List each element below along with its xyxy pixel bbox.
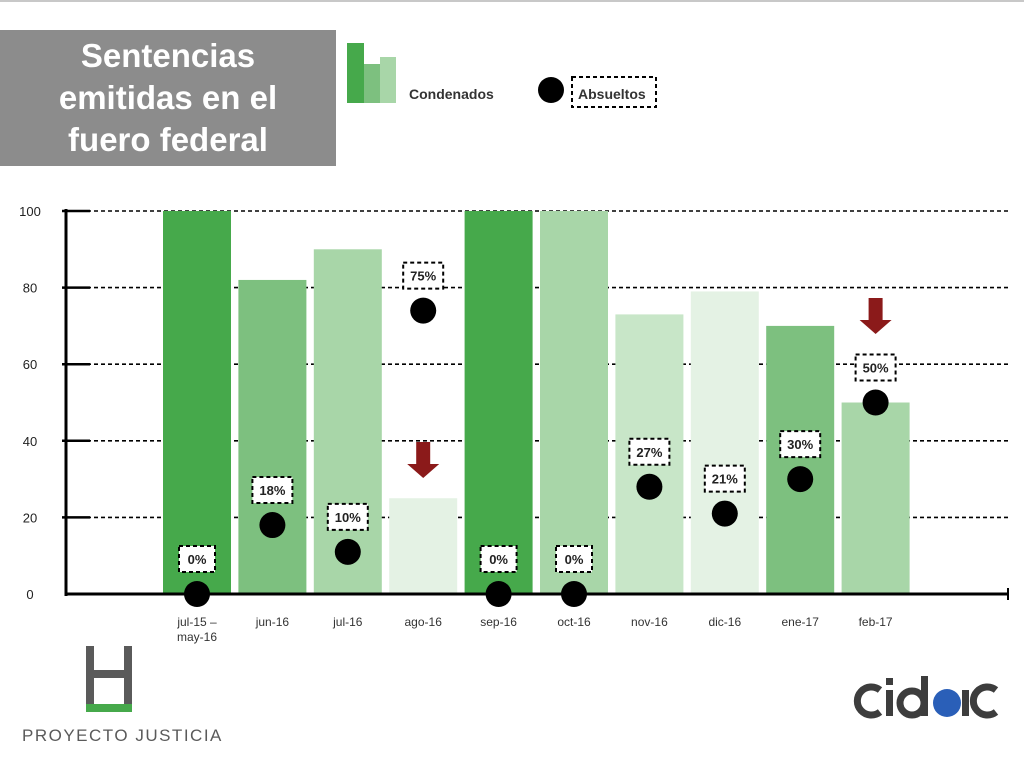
cidac-logo: [853, 676, 999, 719]
y-tick-label: 60: [23, 357, 37, 372]
legend-bar-light: [380, 57, 396, 103]
cidac-c2: [969, 683, 999, 719]
point-absueltos: [636, 473, 663, 500]
absueltos-labels: 0% 18% 10% 75% 0% 0% 27% 21% 30% 50%: [178, 261, 897, 573]
point-label-box: [251, 476, 294, 505]
x-tick-label: oct-16: [557, 615, 591, 629]
bars: [163, 211, 910, 595]
point-label: 0%: [565, 552, 584, 567]
chart-title: Sentencias emitidas en el fuero federal: [58, 37, 278, 158]
point-absueltos: [410, 297, 437, 324]
bar-condenados: [690, 291, 759, 594]
bar-condenados: [464, 211, 533, 594]
cidac-a-dot: [933, 689, 961, 717]
top-border-line: [0, 0, 1024, 2]
y-tick-label: 40: [23, 434, 37, 449]
bar-condenados: [163, 211, 231, 594]
legend: Condenados Absueltos: [347, 43, 657, 108]
cidac-d-stem: [921, 676, 928, 716]
point-absueltos: [334, 538, 361, 565]
y-tick-label: 100: [19, 204, 41, 219]
point-label-box: [326, 502, 369, 531]
cidac-i-stem: [886, 690, 893, 716]
legend-label-box: [571, 76, 657, 108]
cidac-i-dot: [886, 678, 893, 685]
point-absueltos: [862, 389, 889, 416]
axes: [64, 209, 1009, 600]
legend-label-condenados: Condenados: [409, 86, 494, 102]
proyecto-justicia-logo: [86, 646, 132, 712]
logo-pj-left-bar: [86, 646, 94, 712]
logo-pj-right-bar: [124, 646, 132, 712]
cidac-c1: [853, 683, 883, 719]
x-tick-label: jun-16: [255, 615, 290, 629]
x-tick-label: ene-17: [782, 615, 820, 629]
x-tick-label: nov-16: [631, 615, 668, 629]
x-tick-label: ago-16: [405, 615, 443, 629]
bar-condenados: [540, 211, 608, 594]
point-label-box: [555, 545, 593, 573]
y-tick-label: 20: [23, 510, 37, 525]
point-label: 18%: [259, 483, 285, 498]
point-absueltos: [259, 512, 286, 539]
logo-pj-base-bar: [86, 704, 132, 712]
bar-condenados: [313, 249, 382, 595]
y-tick-label: 80: [23, 281, 37, 296]
point-label-box: [178, 545, 216, 573]
bar-condenados: [389, 498, 458, 594]
x-tick-label: sep-16: [480, 615, 517, 629]
point-label-box: [854, 353, 897, 382]
point-absueltos: [485, 581, 512, 607]
x-tick-label: dic-16: [708, 615, 741, 629]
x-tick-label: feb-17: [859, 615, 893, 629]
x-tick-label: jul-15 – may-16: [176, 615, 217, 644]
x-tick-labels: jul-15 – may-16 jun-16 jul-16 ago-16 sep-16 oc…: [176, 615, 893, 644]
legend-point-absueltos: [538, 77, 564, 103]
bar-condenados: [238, 279, 307, 594]
point-label-box: [479, 545, 518, 573]
y-tick-label: 0: [26, 587, 33, 602]
x-tick-label: jul-16: [332, 615, 363, 629]
title-box: Sentencias emitidas en el fuero federal: [0, 30, 336, 166]
point-label: 75%: [410, 269, 436, 284]
point-label: 21%: [712, 472, 738, 487]
point-label-box: [402, 261, 445, 290]
cidac-a-stem: [962, 690, 969, 716]
point-absueltos: [787, 466, 814, 493]
cidac-d-bowl: [896, 687, 928, 719]
legend-label-absueltos: Absueltos: [578, 86, 646, 102]
bar-condenados: [841, 402, 910, 594]
legend-bar-medium: [364, 64, 380, 103]
point-absueltos: [711, 500, 738, 527]
point-label: 0%: [489, 552, 508, 567]
point-label: 50%: [863, 361, 889, 376]
point-label-box: [703, 464, 746, 493]
down-arrow-icon: [859, 298, 892, 334]
point-label: 30%: [787, 437, 813, 452]
point-label: 27%: [636, 445, 662, 460]
y-tick-labels: 0 20 40 60 80 100: [19, 204, 41, 602]
point-absueltos: [184, 581, 210, 607]
legend-bar-dark: [347, 43, 364, 103]
down-arrows: [407, 298, 892, 478]
bar-condenados: [766, 325, 835, 594]
absueltos-points: [184, 297, 889, 607]
point-label-box: [779, 430, 822, 459]
point-label: 10%: [335, 510, 361, 525]
point-absueltos: [561, 581, 587, 607]
point-label-box: [628, 437, 671, 466]
down-arrow-icon: [407, 442, 440, 478]
logo-pj-cross-bar: [86, 670, 132, 678]
proyecto-justicia-label: PROYECTO JUSTICIA: [22, 726, 223, 745]
point-label: 0%: [188, 552, 207, 567]
